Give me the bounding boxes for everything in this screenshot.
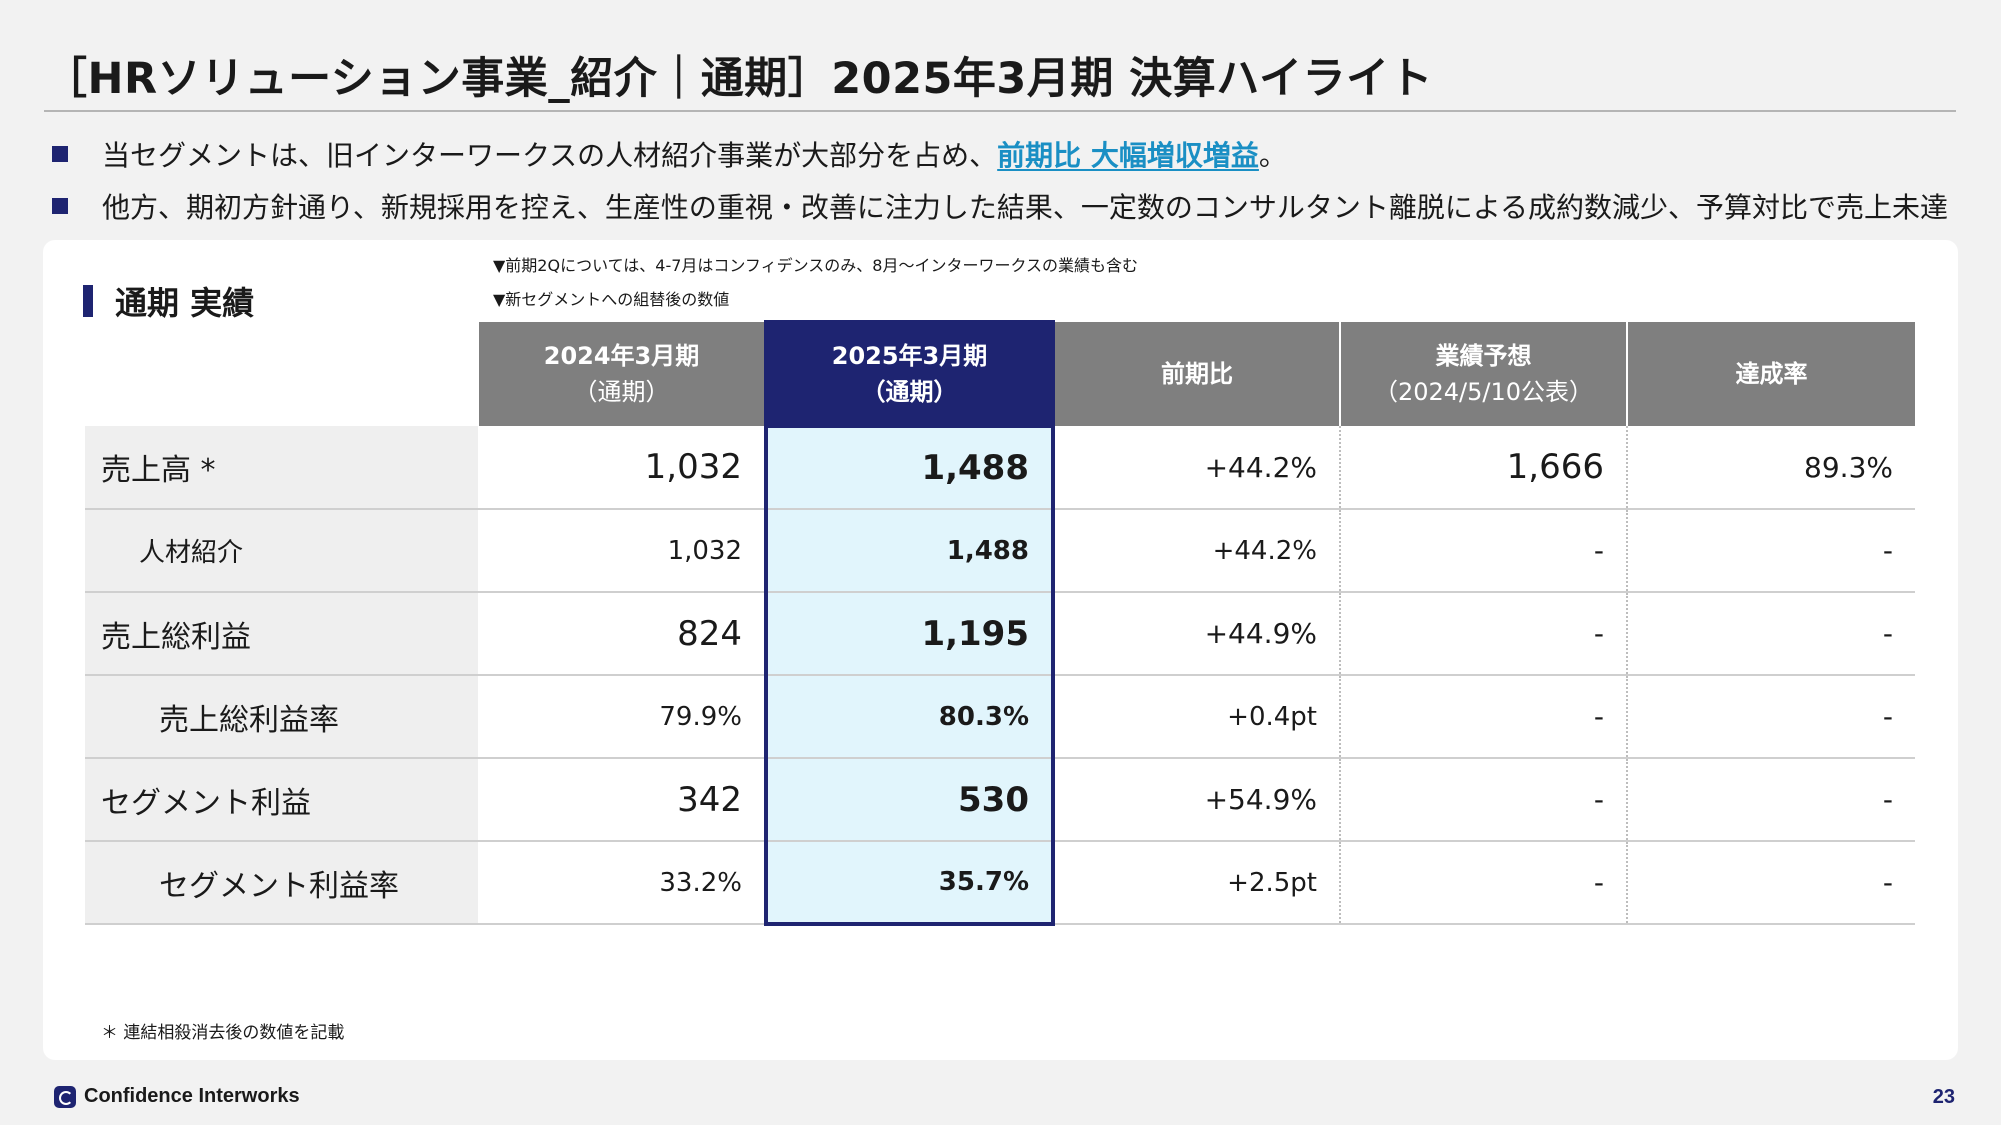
cell-current: 1,195 bbox=[764, 592, 1055, 676]
table-row: 売上総利益率 79.9% 80.3% +0.4pt - - bbox=[85, 675, 1915, 759]
header-line: 業績予想 bbox=[1435, 342, 1532, 370]
header-current-year: 2025年3月期 （通期） bbox=[764, 320, 1055, 428]
table-row: 人材紹介 1,032 1,488 +44.2% - - bbox=[85, 509, 1915, 593]
row-label: 売上高 * bbox=[85, 426, 478, 510]
table-header-row: 2024年3月期 （通期） 2025年3月期 （通期） 前期比 業績予想 （2024/… bbox=[85, 320, 1915, 428]
results-table: 2024年3月期 （通期） 2025年3月期 （通期） 前期比 業績予想 （2024/… bbox=[85, 320, 1915, 926]
company-logo: Confidence Interworks bbox=[54, 1085, 300, 1108]
table-row: 売上高 * 1,032 1,488 +44.2% 1,666 89.3% bbox=[85, 426, 1915, 510]
page-title: ［HRソリューション事業_紹介｜通期］2025年3月期 決算ハイライト bbox=[44, 54, 1433, 104]
square-bullet-icon bbox=[52, 146, 68, 162]
bullet-item: 当セグメントは、旧インターワークスの人材紹介事業が大部分を占め、前期比 大幅増収… bbox=[52, 128, 1972, 180]
cell-achievement: 89.3% bbox=[1626, 426, 1915, 510]
cell-prev: 824 bbox=[478, 592, 766, 676]
header-achievement: 達成率 bbox=[1626, 322, 1915, 426]
table-note: ▼前期2Qについては、4-7月はコンフィデンスのみ、8月～インターワークスの業績… bbox=[493, 256, 1138, 275]
section-heading: 通期 実績 bbox=[83, 278, 254, 324]
cell-prev: 1,032 bbox=[478, 426, 766, 510]
header-blank bbox=[85, 322, 478, 426]
square-bullet-icon bbox=[52, 198, 68, 214]
summary-bullets: 当セグメントは、旧インターワークスの人材紹介事業が大部分を占め、前期比 大幅増収… bbox=[52, 128, 1972, 232]
header-forecast: 業績予想 （2024/5/10公表） bbox=[1339, 322, 1627, 426]
row-label: 売上総利益 bbox=[85, 592, 478, 676]
cell-achievement: - bbox=[1626, 758, 1915, 842]
company-name: Confidence Interworks bbox=[84, 1085, 300, 1107]
cell-current: 35.7% bbox=[764, 841, 1055, 926]
logo-mark-icon bbox=[54, 1085, 76, 1108]
cell-yoy: +0.4pt bbox=[1053, 675, 1340, 759]
header-line: 前期比 bbox=[1161, 360, 1233, 388]
cell-forecast: - bbox=[1339, 509, 1627, 593]
cell-forecast: - bbox=[1339, 841, 1627, 925]
cell-current: 1,488 bbox=[764, 426, 1055, 510]
title-divider bbox=[44, 110, 1956, 112]
bullet-text: 当セグメントは、旧インターワークスの人材紹介事業が大部分を占め、前期比 大幅増収… bbox=[102, 134, 1287, 174]
cell-achievement: - bbox=[1626, 592, 1915, 676]
header-subline: （通期） bbox=[861, 378, 958, 406]
table-note: ▼新セグメントへの組替後の数値 bbox=[493, 290, 730, 309]
cell-forecast: - bbox=[1339, 758, 1627, 842]
cell-prev: 342 bbox=[478, 758, 766, 842]
table-row: セグメント利益 342 530 +54.9% - - bbox=[85, 758, 1915, 842]
cell-prev: 1,032 bbox=[478, 509, 766, 593]
row-label: セグメント利益 bbox=[85, 758, 478, 842]
header-line: 達成率 bbox=[1735, 360, 1808, 388]
cell-prev: 33.2% bbox=[478, 841, 766, 925]
header-subline: （通期） bbox=[573, 378, 670, 406]
header-line: 2025年3月期 bbox=[831, 342, 988, 370]
row-label: 売上総利益率 bbox=[85, 675, 478, 759]
cell-yoy: +44.2% bbox=[1053, 509, 1340, 593]
cell-forecast: - bbox=[1339, 592, 1627, 676]
section-title: 通期 実績 bbox=[115, 284, 255, 322]
cell-achievement: - bbox=[1626, 675, 1915, 759]
cell-prev: 79.9% bbox=[478, 675, 766, 759]
bullet-text-after: 。 bbox=[1258, 139, 1287, 172]
page-number: 23 bbox=[1932, 1086, 1955, 1108]
cell-yoy: +44.2% bbox=[1053, 426, 1340, 510]
row-label: 人材紹介 bbox=[85, 509, 478, 593]
cell-yoy: +2.5pt bbox=[1053, 841, 1340, 925]
cell-forecast: - bbox=[1339, 675, 1627, 759]
bullet-text-before: 当セグメントは、旧インターワークスの人材紹介事業が大部分を占め、 bbox=[102, 139, 998, 172]
bullet-text: 他方、期初方針通り、新規採用を控え、生産性の重視・改善に注力した結果、一定数のコ… bbox=[102, 191, 1949, 224]
table-row: セグメント利益率 33.2% 35.7% +2.5pt - - bbox=[85, 841, 1915, 926]
cell-current: 530 bbox=[764, 758, 1055, 842]
cell-achievement: - bbox=[1626, 509, 1915, 593]
cell-yoy: +44.9% bbox=[1053, 592, 1340, 676]
header-prev-year: 2024年3月期 （通期） bbox=[477, 322, 766, 426]
results-panel: 通期 実績 ▼前期2Qについては、4-7月はコンフィデンスのみ、8月～インターワ… bbox=[43, 240, 1958, 1060]
bullet-highlight: 前期比 大幅増収増益 bbox=[997, 139, 1259, 172]
header-yoy: 前期比 bbox=[1052, 322, 1340, 426]
table-row: 売上総利益 824 1,195 +44.9% - - bbox=[85, 592, 1915, 676]
bullet-item: 他方、期初方針通り、新規採用を控え、生産性の重視・改善に注力した結果、一定数のコ… bbox=[52, 180, 1972, 232]
section-marker bbox=[83, 285, 93, 317]
header-line: 2024年3月期 bbox=[543, 342, 700, 370]
cell-yoy: +54.9% bbox=[1053, 758, 1340, 842]
cell-current: 1,488 bbox=[764, 509, 1055, 593]
cell-current: 80.3% bbox=[764, 675, 1055, 759]
cell-achievement: - bbox=[1626, 841, 1915, 925]
row-label: セグメント利益率 bbox=[85, 841, 478, 925]
footnote: ＊ 連結相殺消去後の数値を記載 bbox=[101, 1023, 345, 1043]
cell-forecast: 1,666 bbox=[1339, 426, 1627, 510]
header-subline: （2024/5/10公表） bbox=[1373, 378, 1594, 406]
